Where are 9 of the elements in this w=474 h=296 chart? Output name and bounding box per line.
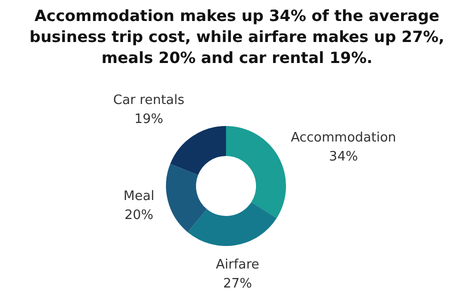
chart-title: Accommodation makes up 34% of the average business trip cost, while airfare makes up 27%, meals 20% and car rental 19%. xyxy=(28,6,446,69)
data-label: 20% xyxy=(124,208,154,223)
data-label: 27% xyxy=(223,276,252,292)
slice-label: Car rentals xyxy=(113,93,185,108)
slice-label: Meal xyxy=(124,188,154,204)
data-label: 34% xyxy=(329,149,358,164)
data-label: 19% xyxy=(134,112,164,128)
slice-label: Airfare xyxy=(216,257,260,272)
slice-label: Accommodation xyxy=(290,130,396,146)
